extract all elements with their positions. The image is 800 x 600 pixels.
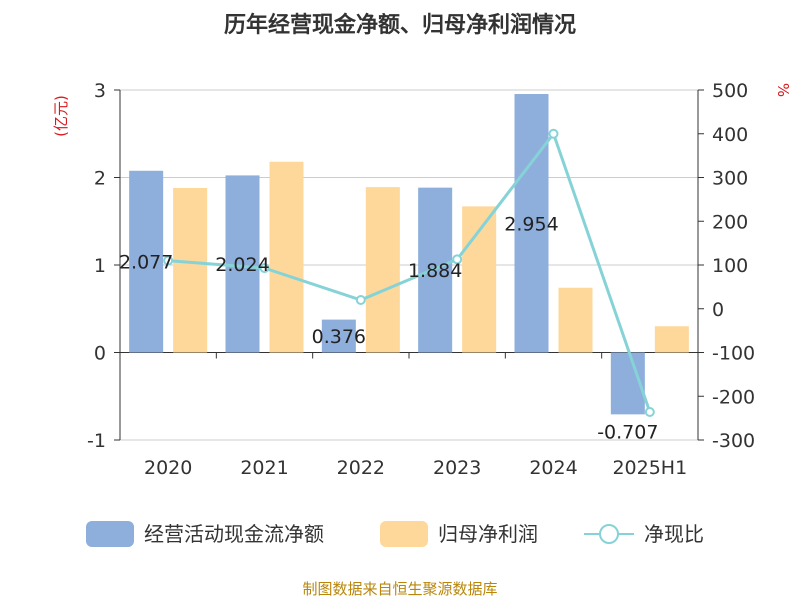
ratio-point <box>163 255 174 266</box>
ratio-point <box>644 407 655 417</box>
left-tick-label: 1 <box>94 255 106 277</box>
legend-label: 经营活动现金流净额 <box>144 522 324 546</box>
right-tick-label: -100 <box>712 343 755 365</box>
legend-marker <box>599 524 619 544</box>
right-tick-label: 200 <box>712 211 748 233</box>
legend: 经营活动现金流净额 归母净利润 净现比 <box>86 521 704 547</box>
chart-title: 历年经营现金净额、归母净利润情况 <box>224 12 576 38</box>
data-source-note: 制图数据来自恒生聚源数据库 <box>302 580 497 598</box>
ratio-line-path <box>168 130 652 413</box>
x-tick-label: 2022 <box>337 457 385 479</box>
cashflow-bar <box>321 319 356 353</box>
right-tick-label: 0 <box>712 299 724 321</box>
cashflow-bar <box>129 170 164 353</box>
x-tick-label: 2024 <box>529 457 577 479</box>
legend-label: 净现比 <box>644 522 704 546</box>
left-tick-label: -1 <box>87 430 106 452</box>
netprofit-bar <box>269 161 304 353</box>
ratio-point <box>548 128 559 139</box>
right-axis-unit: % <box>774 83 792 97</box>
netprofit-bar <box>654 326 689 353</box>
netprofit-bar <box>173 188 208 353</box>
x-tick-label: 2020 <box>144 457 192 479</box>
x-tick-label: 2021 <box>240 457 288 479</box>
right-tick-label: -300 <box>712 430 755 452</box>
left-tick-label: 2 <box>94 168 106 190</box>
right-tick-label: 300 <box>712 168 748 190</box>
x-tick-label: 2025H1 <box>612 457 687 479</box>
cashflow-data-label: 1.884 <box>408 260 462 282</box>
cashflow-data-label: -0.707 <box>597 421 658 443</box>
right-tick-label: 100 <box>712 255 748 277</box>
ratio-point <box>259 263 270 274</box>
ratio-line <box>163 128 655 417</box>
data-labels: 2.077 2.024 0.376 1.884 2.954 -0.707 <box>119 213 658 443</box>
cashflow-data-label: 2.954 <box>504 213 558 235</box>
right-tick-label: 500 <box>712 80 748 102</box>
legend-label: 归母净利润 <box>438 522 538 546</box>
left-tick-label: 0 <box>94 343 106 365</box>
legend-swatch <box>380 521 428 547</box>
axes: -1 0 1 2 3 -300 -200 -100 0 100 200 300 400 500 2020 20… <box>87 80 755 479</box>
right-tick-label: 400 <box>712 124 748 146</box>
cashflow-bar <box>514 94 549 353</box>
x-tick-label: 2023 <box>433 457 481 479</box>
left-tick-label: 3 <box>94 80 106 102</box>
bars <box>129 94 689 415</box>
netprofit-bar <box>365 187 400 353</box>
left-axis-unit: (亿元) <box>52 95 70 137</box>
netprofit-bar <box>558 287 593 353</box>
cashflow-bar <box>225 175 260 353</box>
right-tick-label: -200 <box>712 386 755 408</box>
ratio-point <box>452 254 463 265</box>
cashflow-data-label: 2.077 <box>119 252 173 274</box>
legend-swatch <box>86 521 134 547</box>
cashflow-data-label: 2.024 <box>215 254 269 276</box>
ratio-point <box>355 295 366 305</box>
cashflow-data-label: 0.376 <box>312 326 366 348</box>
